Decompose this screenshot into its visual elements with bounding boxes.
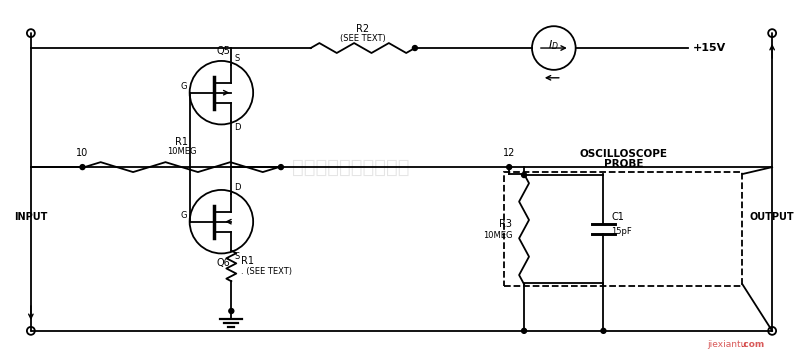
Circle shape (79, 165, 85, 169)
Text: C1: C1 (610, 212, 623, 222)
Text: jiexiantu: jiexiantu (707, 340, 746, 349)
Circle shape (600, 328, 605, 333)
Text: .com: .com (740, 340, 764, 349)
Text: 12: 12 (503, 148, 515, 158)
Text: D: D (234, 183, 240, 192)
Text: OUTPUT: OUTPUT (749, 212, 793, 222)
Circle shape (229, 308, 234, 313)
Text: PROBE: PROBE (603, 159, 642, 169)
Text: R3: R3 (499, 219, 512, 229)
Text: Q5: Q5 (216, 46, 230, 56)
Text: R2: R2 (356, 24, 369, 34)
Text: S: S (234, 54, 239, 63)
Text: (SEE TEXT): (SEE TEXT) (340, 34, 385, 43)
Text: R1: R1 (241, 256, 254, 266)
Text: G: G (180, 211, 186, 220)
Text: Q6: Q6 (216, 258, 230, 268)
Text: OSCILLOSCOPE: OSCILLOSCOPE (579, 149, 666, 159)
Text: R1: R1 (175, 137, 188, 147)
Text: 10MEG: 10MEG (482, 231, 512, 240)
Text: 杭州将睿科技有限公司: 杭州将睿科技有限公司 (291, 157, 409, 177)
Text: $I_D$: $I_D$ (548, 38, 559, 52)
Text: INPUT: INPUT (14, 212, 47, 222)
Text: S: S (234, 252, 239, 261)
Text: . (SEE TEXT): . (SEE TEXT) (241, 268, 291, 276)
Text: 10: 10 (76, 148, 88, 158)
Bar (503, 172, 741, 286)
Text: 10MEG: 10MEG (167, 147, 196, 156)
Circle shape (521, 173, 526, 177)
Text: D: D (234, 123, 240, 132)
Text: +15V: +15V (692, 43, 725, 53)
Circle shape (412, 46, 417, 51)
Circle shape (278, 165, 283, 169)
Text: 15pF: 15pF (610, 227, 631, 236)
Circle shape (506, 165, 511, 169)
Circle shape (521, 328, 526, 333)
Text: G: G (180, 82, 186, 91)
